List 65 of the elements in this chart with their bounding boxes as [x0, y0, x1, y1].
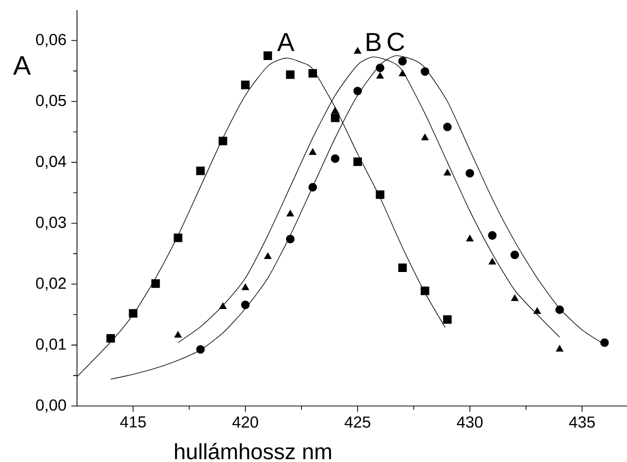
point	[330, 114, 340, 122]
point	[466, 234, 474, 242]
point	[286, 70, 295, 79]
point	[219, 302, 227, 309]
point	[376, 64, 384, 72]
point	[354, 47, 362, 54]
x-tick-label: 420	[232, 416, 258, 428]
x-tick-label: 430	[456, 416, 483, 428]
point	[106, 334, 115, 343]
point	[331, 106, 339, 114]
y-axis-title: A	[13, 56, 31, 75]
point	[421, 134, 429, 140]
point	[376, 190, 384, 199]
point	[308, 69, 317, 78]
x-tick-label: 435	[569, 416, 595, 428]
point	[555, 305, 564, 314]
point	[264, 252, 272, 260]
y-tick-label: 0,02	[36, 278, 66, 291]
point	[264, 51, 272, 60]
y-tick-label: 0,05	[36, 94, 66, 108]
point	[376, 72, 384, 79]
point	[353, 157, 362, 166]
point	[286, 210, 294, 216]
point	[330, 154, 340, 163]
x-tick-label: 425	[344, 416, 370, 428]
point	[174, 234, 182, 242]
point	[218, 136, 228, 146]
point	[174, 331, 182, 338]
point	[466, 169, 474, 178]
point	[443, 315, 452, 324]
point	[488, 231, 497, 240]
point	[420, 67, 430, 76]
point	[600, 338, 609, 347]
point	[353, 86, 362, 96]
point	[420, 286, 430, 296]
point	[196, 345, 205, 354]
point	[444, 169, 452, 176]
point	[533, 307, 541, 314]
y-tick-label: 0,04	[36, 156, 66, 169]
point	[398, 56, 407, 66]
point	[196, 166, 205, 176]
annotation: A	[277, 33, 294, 51]
annotation: C	[388, 32, 404, 51]
point	[398, 70, 406, 76]
y-tick-label: 0,01	[36, 338, 66, 352]
x-axis-title: hullámhossz nm	[175, 442, 331, 460]
point	[128, 309, 138, 318]
point	[443, 122, 452, 132]
point	[511, 294, 518, 302]
point	[308, 148, 316, 155]
point	[151, 279, 160, 288]
point	[241, 80, 250, 90]
point	[286, 234, 295, 244]
point	[308, 183, 317, 192]
y-tick-label: 0,03	[36, 216, 66, 230]
x-tick-label: 415	[120, 416, 146, 428]
annotation: B	[366, 33, 381, 51]
point	[556, 345, 564, 352]
point	[488, 258, 496, 264]
point	[241, 300, 250, 310]
y-tick-label: 0,00	[36, 399, 66, 413]
point	[398, 263, 407, 272]
point	[242, 284, 250, 290]
point	[510, 250, 520, 260]
y-tick-label: 0,06	[36, 34, 66, 48]
